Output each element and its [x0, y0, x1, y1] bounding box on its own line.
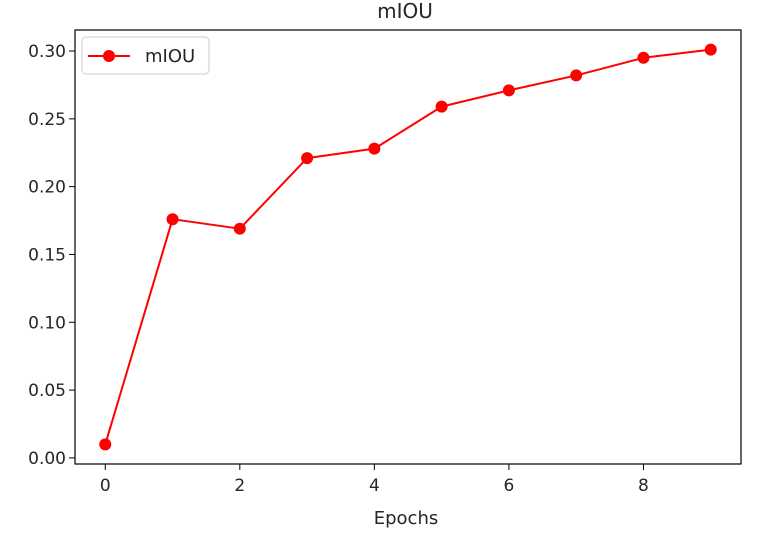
data-point: [704, 43, 717, 56]
y-tick-label: 0.05: [28, 381, 66, 401]
y-tick-label: 0.30: [28, 42, 66, 62]
x-tick-label: 0: [100, 476, 111, 496]
x-tick-label: 2: [234, 476, 245, 496]
legend-marker-swatch: [103, 50, 115, 62]
series-layer: [99, 43, 717, 451]
legend-box: [81, 36, 210, 75]
legend-label: mIOU: [145, 46, 195, 67]
data-point: [570, 69, 583, 82]
data-point: [166, 213, 179, 226]
y-tick-label: 0.00: [28, 449, 66, 469]
y-tick-label: 0.25: [28, 110, 66, 130]
x-tick-label: 6: [503, 476, 514, 496]
y-tick-label: 0.10: [28, 313, 66, 333]
data-point: [301, 152, 314, 165]
data-point: [99, 438, 112, 451]
y-tick-label: 0.20: [28, 178, 66, 198]
series-line: [104, 48, 711, 445]
x-tick-label: 8: [638, 476, 649, 496]
data-point: [637, 51, 650, 64]
plot-area: [74, 29, 742, 465]
y-tick-label: 0.15: [28, 245, 66, 265]
chart-title: mIOU: [377, 0, 433, 23]
y-axis: 0.00 0.05 0.10 0.15 0.20 0.25 0.30: [28, 42, 75, 469]
legend: mIOU: [81, 36, 210, 75]
data-point: [233, 222, 246, 235]
data-point: [435, 100, 448, 113]
x-tick-label: 4: [369, 476, 380, 496]
x-axis-label: Epochs: [374, 508, 439, 529]
data-point: [368, 142, 381, 155]
data-point: [502, 84, 515, 97]
x-axis: 0 2 4 6 8: [100, 464, 649, 496]
